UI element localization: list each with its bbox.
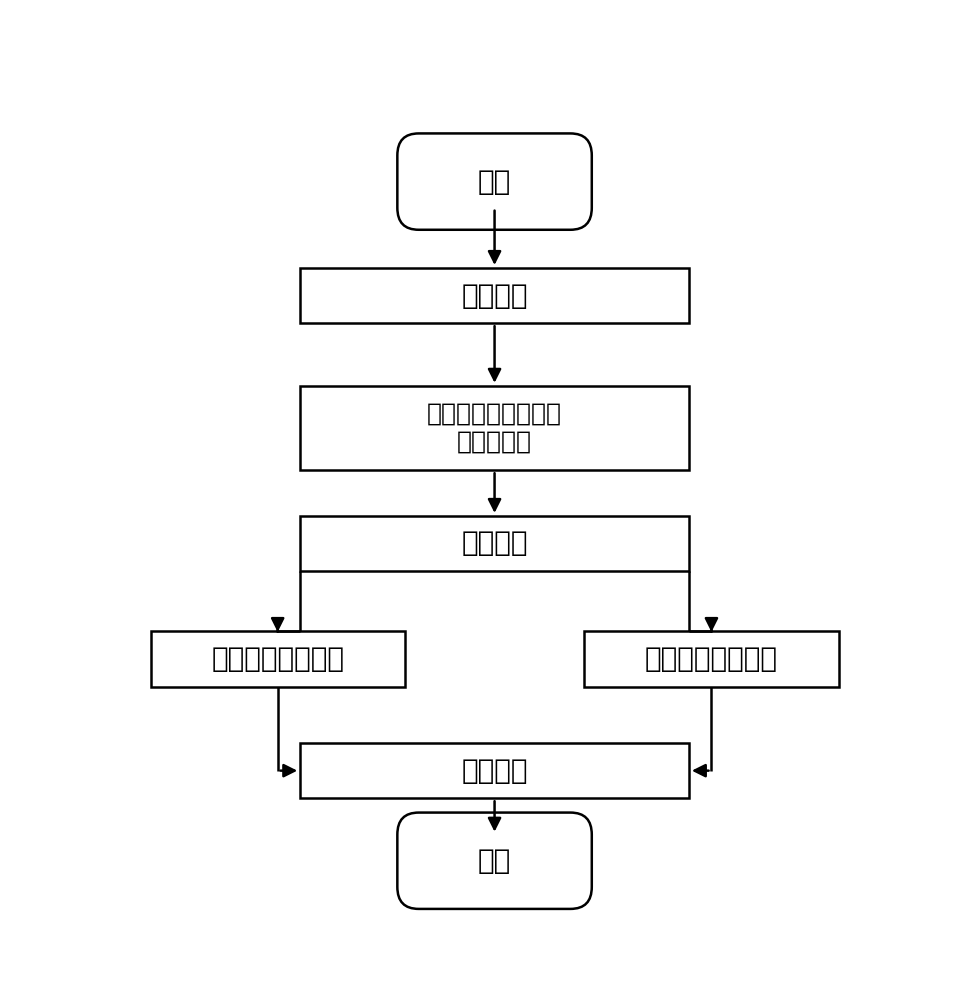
Bar xyxy=(300,386,689,470)
Text: 小波分解: 小波分解 xyxy=(461,530,528,558)
Text: 小波重建: 小波重建 xyxy=(461,757,528,785)
FancyBboxPatch shape xyxy=(398,813,592,909)
Text: 开始: 开始 xyxy=(478,168,511,196)
Bar xyxy=(151,631,405,687)
Bar xyxy=(300,268,689,323)
Bar xyxy=(300,516,689,571)
Bar xyxy=(300,743,689,798)
Text: 结束: 结束 xyxy=(478,847,511,875)
Text: 采集图像: 采集图像 xyxy=(461,282,528,310)
Bar xyxy=(584,631,839,687)
Text: 计算小波分解和高斯
滤波核参数: 计算小波分解和高斯 滤波核参数 xyxy=(427,402,562,454)
Text: 低频子带系数增强: 低频子带系数增强 xyxy=(645,645,778,673)
FancyBboxPatch shape xyxy=(398,133,592,230)
Text: 高频子带系数抑制: 高频子带系数抑制 xyxy=(211,645,345,673)
